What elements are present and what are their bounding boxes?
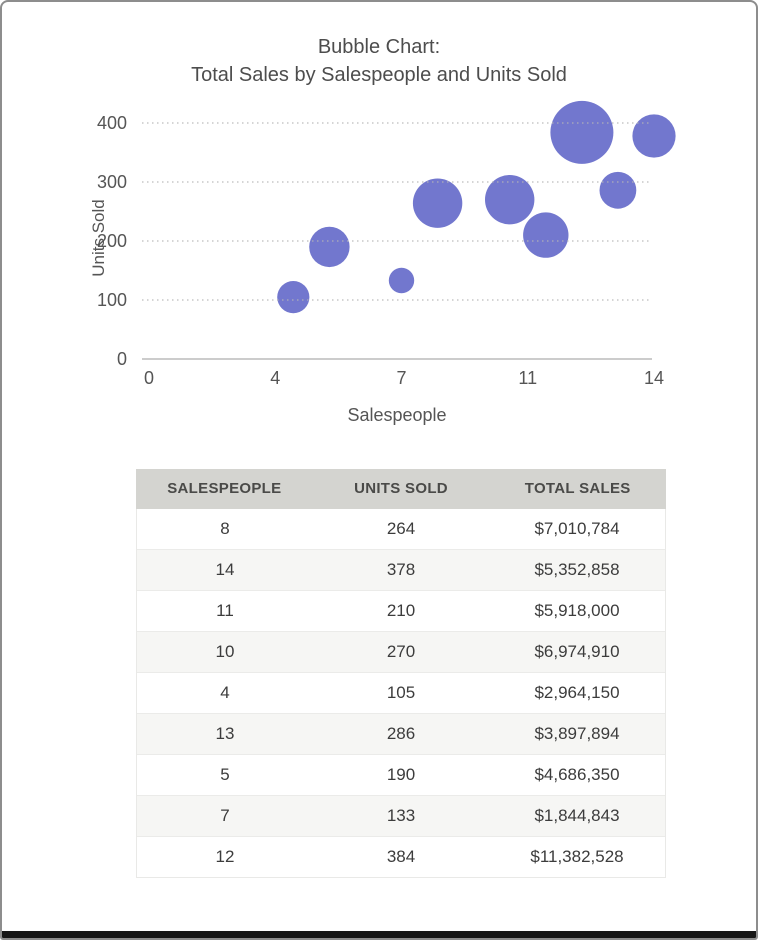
chart-title-line1: Bubble Chart:	[317, 36, 441, 58]
table-row: 14 378 $5,352,858	[137, 549, 665, 590]
x-tick-label: 11	[518, 368, 538, 388]
table-cell[interactable]: 14	[215, 560, 235, 579]
bubble-point[interactable]	[388, 267, 415, 294]
x-tick-label: 7	[396, 368, 407, 388]
x-tick-label: 0	[143, 368, 154, 388]
bubble-point[interactable]	[632, 114, 676, 158]
table-cell[interactable]: 190	[386, 765, 416, 784]
table-cell[interactable]: 11	[216, 601, 234, 620]
bubble-point[interactable]	[309, 226, 350, 268]
bubble-point[interactable]	[485, 175, 535, 225]
table-row: 5 190 $4,686,350	[137, 754, 665, 795]
bubble-point[interactable]	[277, 281, 310, 314]
table-cell[interactable]: $4,686,350	[534, 765, 620, 784]
table-cell[interactable]: 286	[386, 724, 416, 743]
x-tick-label: 4	[270, 368, 281, 388]
bubble-point[interactable]	[523, 212, 569, 258]
table-row: 8 264 $7,010,784	[137, 509, 665, 549]
table-column-header: UNITS SOLD	[354, 480, 448, 497]
table-cell[interactable]: $5,352,858	[534, 560, 620, 579]
table-cell[interactable]: 378	[386, 560, 416, 579]
table-cell[interactable]: 4	[220, 683, 230, 702]
table-cell[interactable]: 5	[220, 765, 230, 784]
x-axis-title: Salespeople	[347, 405, 447, 425]
table-row: 4 105 $2,964,150	[137, 672, 665, 713]
table-cell[interactable]: 8	[220, 519, 230, 538]
table-row: 7 133 $1,844,843	[137, 795, 665, 836]
y-tick-label: 100	[96, 290, 127, 310]
bubble-point[interactable]	[599, 171, 637, 209]
table-cell[interactable]: $7,010,784	[534, 519, 620, 538]
table-cell[interactable]: 10	[215, 642, 235, 661]
bottom-edge-bar	[2, 931, 756, 938]
table-column-header: SALESPEOPLE	[167, 480, 282, 497]
chart-title: Bubble Chart: Total Sales by Salespeople…	[2, 33, 756, 89]
table-cell[interactable]: 13	[215, 724, 235, 743]
table-cell[interactable]: $5,918,000	[534, 601, 620, 620]
table-cell[interactable]: $11,382,528	[530, 847, 624, 866]
bubble-point[interactable]	[550, 100, 614, 164]
data-table: SALESPEOPLE UNITS SOLD TOTAL SALES 8 264 $7,…	[136, 469, 666, 878]
table-cell[interactable]: 384	[386, 847, 416, 866]
table-cell[interactable]: 264	[386, 519, 416, 538]
y-tick-label: 400	[96, 113, 127, 133]
table-cell[interactable]: 105	[386, 683, 416, 702]
chart-title-line2: Total Sales by Salespeople and Units Sol…	[191, 64, 567, 86]
table-cell[interactable]: 210	[386, 601, 416, 620]
table-cell[interactable]: $2,964,150	[534, 683, 620, 702]
bubble-point[interactable]	[412, 178, 463, 228]
table-column-header: TOTAL SALES	[524, 480, 631, 497]
table-cell[interactable]: $6,974,910	[534, 642, 620, 661]
y-tick-label: 200	[96, 231, 127, 251]
table-body: 8 264 $7,010,784 14 378 $5,352,858 11 210 $5,918…	[136, 509, 666, 878]
table-cell[interactable]: $3,897,894	[534, 724, 620, 743]
table-cell[interactable]: 133	[386, 806, 416, 825]
y-tick-label: 300	[96, 172, 127, 192]
table-row: 10 270 $6,974,910	[137, 631, 665, 672]
table-cell[interactable]: 270	[386, 642, 416, 661]
x-tick-label: 14	[643, 368, 665, 388]
table-row: 12 384 $11,382,528	[137, 836, 665, 877]
table-cell[interactable]: $1,844,843	[534, 806, 620, 825]
y-tick-label: 0	[116, 349, 127, 369]
table-header-row: SALESPEOPLE UNITS SOLD TOTAL SALES	[136, 469, 666, 509]
table-cell[interactable]: 12	[215, 847, 235, 866]
plot-area	[142, 100, 676, 360]
y-axis-title: Units Sold	[89, 199, 108, 277]
table-row: 11 210 $5,918,000	[137, 590, 665, 631]
table-cell[interactable]: 7	[220, 806, 230, 825]
table-row: 13 286 $3,897,894	[137, 713, 665, 754]
